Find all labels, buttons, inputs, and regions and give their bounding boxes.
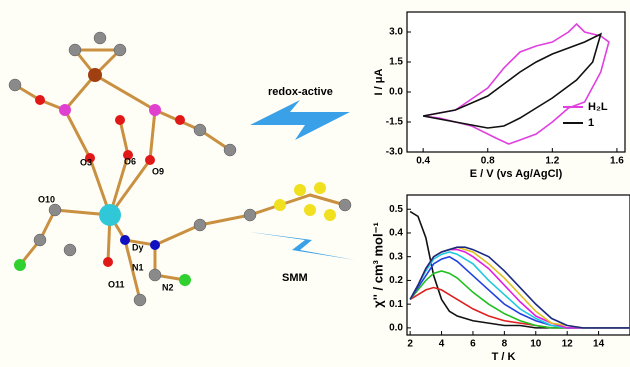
molecule [9, 32, 351, 306]
x-tick-label: 10 [530, 339, 542, 350]
x-tick-label: 0.8 [481, 156, 495, 167]
legend-label: 1 [588, 117, 594, 129]
atom-label: O11 [108, 279, 125, 289]
atom-label: Dy [132, 242, 144, 252]
x-axis-label: E / V (vs Ag/AgCl) [470, 168, 563, 180]
x-axis-label: T / K [492, 351, 516, 363]
y-tick-label: 0.4 [389, 228, 403, 239]
y-tick-label: -3.0 [386, 147, 404, 158]
atom-label: O10 [38, 194, 55, 204]
atom-label: O9 [152, 166, 164, 176]
x-tick-label: 12 [562, 339, 574, 350]
y-tick-label: 0.1 [389, 299, 403, 310]
label: SMM [282, 272, 308, 284]
arrow-smm [250, 232, 355, 260]
y-axis-label: χ'' / cm³ mol⁻¹ [370, 222, 385, 308]
plot-frame [407, 195, 630, 335]
x-tick-label: 6 [470, 339, 476, 350]
graphic: redox-active SMM O3 O6 O9 O10 Dy N1 N2 O11 0.4 0… [0, 0, 630, 367]
y-tick-label: 0.5 [389, 204, 403, 215]
x-tick-label: 0.4 [416, 156, 430, 167]
x-tick-label: 1.2 [545, 156, 559, 167]
x-tick-label: 2 [407, 339, 413, 350]
y-tick-label: 0.0 [389, 87, 403, 98]
label: redox-active [268, 86, 333, 98]
y-tick-label: 1.5 [389, 57, 403, 68]
y-tick-label: 0.0 [389, 323, 403, 334]
plot-frame [407, 12, 625, 152]
x-tick-label: 1.6 [610, 156, 624, 167]
x-tick-label: 14 [593, 339, 605, 350]
y-tick-label: 0.3 [389, 251, 403, 262]
y-tick-label: 0.2 [389, 275, 403, 286]
x-tick-label: 8 [502, 339, 508, 350]
y-tick-label: 3.0 [389, 27, 403, 38]
y-tick-label: -1.5 [386, 117, 404, 128]
atom-label: O6 [124, 156, 136, 166]
atom-label: N2 [162, 282, 174, 292]
legend-label: H₂L [588, 101, 608, 113]
atom-label: N1 [132, 262, 144, 272]
atom-label: O3 [80, 157, 92, 167]
arrow-redox [250, 100, 350, 140]
x-tick-label: 4 [439, 339, 445, 350]
y-axis-label: I / μA [373, 68, 385, 95]
